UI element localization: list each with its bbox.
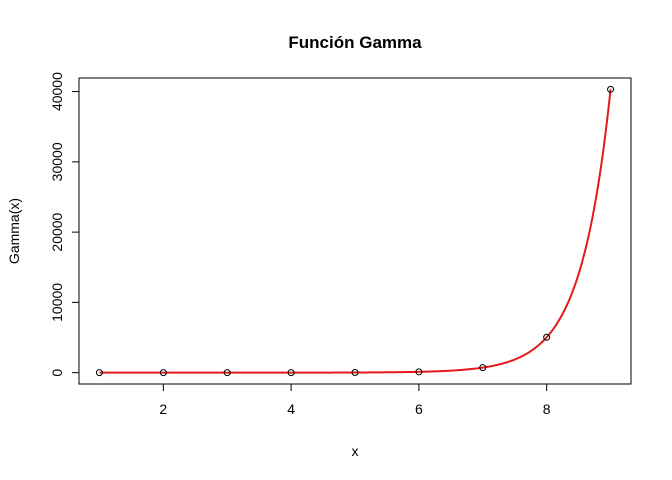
y-axis-label: Gamma(x): [6, 198, 22, 264]
gamma-curve: [99, 89, 612, 374]
data-point: [223, 369, 231, 377]
gamma-curve-layer: [99, 89, 612, 374]
y-tick-label: 30000: [49, 142, 65, 181]
y-tick-label: 20000: [49, 212, 65, 251]
data-points-layer: [95, 85, 615, 377]
y-tick-label: 10000: [49, 283, 65, 322]
x-tick-label: 8: [543, 401, 551, 417]
x-axis: 2 4 6 8: [159, 383, 551, 417]
data-point: [351, 368, 359, 376]
x-tick-label: 6: [415, 401, 423, 417]
chart-title: Función Gamma: [288, 33, 422, 52]
x-tick-label: 2: [159, 401, 167, 417]
data-point: [479, 364, 487, 372]
y-axis: 0 10000 20000 30000 40000: [49, 72, 80, 377]
data-point: [287, 369, 295, 377]
data-point: [415, 368, 423, 376]
data-point: [543, 333, 551, 341]
y-tick-label: 40000: [49, 72, 65, 111]
data-point: [607, 85, 615, 93]
data-point: [95, 369, 103, 377]
data-point: [159, 369, 167, 377]
x-axis-label: x: [352, 443, 359, 459]
plot-frame: [78, 77, 632, 385]
x-tick-label: 4: [287, 401, 295, 417]
y-tick-label: 0: [49, 369, 65, 377]
